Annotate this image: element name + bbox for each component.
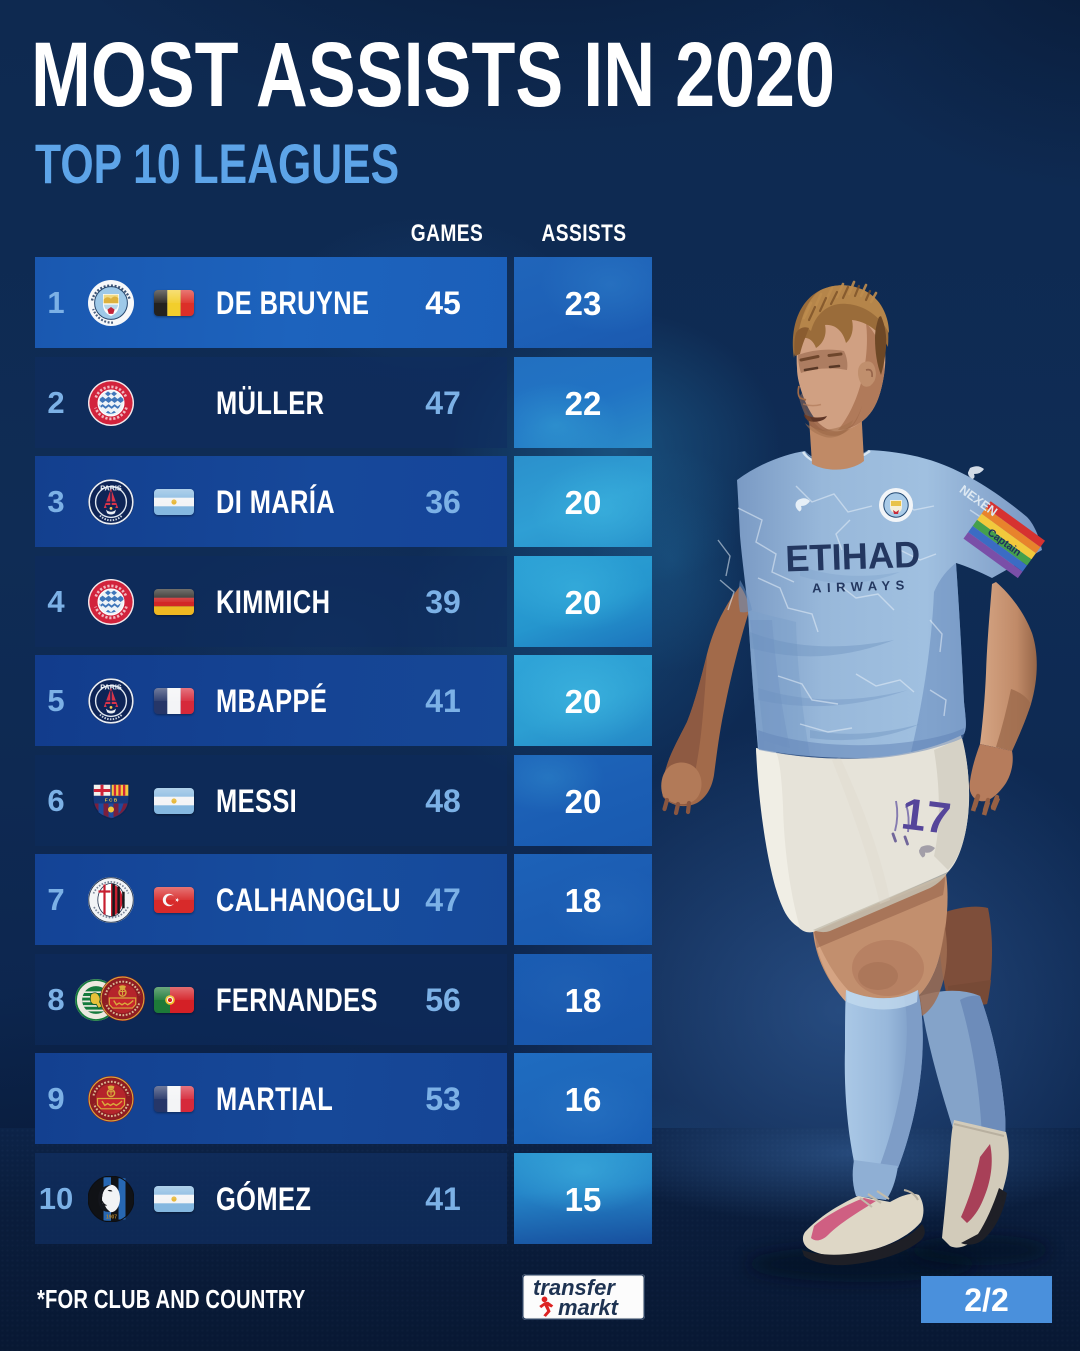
svg-text:AIRWAYS: AIRWAYS — [812, 577, 910, 595]
svg-text:PARIS: PARIS — [100, 483, 122, 492]
svg-text:F C B: F C B — [105, 797, 118, 803]
svg-text:ETIHAD: ETIHAD — [785, 534, 921, 580]
svg-text:1907: 1907 — [106, 1214, 117, 1220]
svg-text:17: 17 — [899, 789, 954, 844]
svg-text:PARIS: PARIS — [100, 682, 122, 691]
